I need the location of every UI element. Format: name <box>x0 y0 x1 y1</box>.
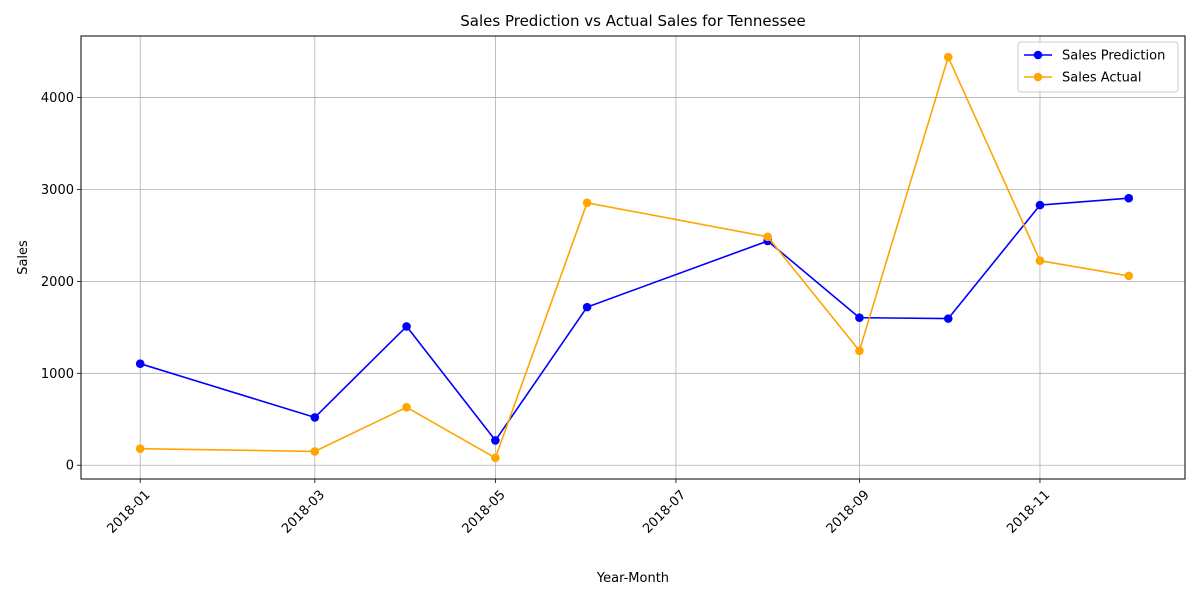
legend-box <box>1017 41 1179 93</box>
legend-label: Sales Prediction <box>1062 49 1165 64</box>
data-point <box>310 413 320 422</box>
data-point <box>855 313 864 323</box>
y-axis-label: Sales <box>16 240 31 275</box>
y-tick-label: 4000 <box>41 91 74 106</box>
legend-marker <box>1033 72 1043 82</box>
x-tick-label: 2018-01 <box>104 488 153 537</box>
series-layer <box>135 52 1134 463</box>
data-point <box>491 436 500 445</box>
x-axis-label: Year-Month <box>596 571 669 586</box>
x-tick-label: 2018-03 <box>279 488 328 537</box>
grid <box>81 36 1185 479</box>
x-axis-ticks: 2018-01 2018-03 2018-05 2018-07 2018-09 2018-… <box>104 479 1053 537</box>
y-axis-ticks: 0 1000 2000 3000 4000 <box>41 91 81 474</box>
legend-label: Sales Actual <box>1062 71 1141 86</box>
legend-item: Sales Actual <box>1024 71 1141 86</box>
data-point <box>855 346 864 356</box>
chart-title: Sales Prediction vs Actual Sales for Ten… <box>460 12 805 30</box>
data-point <box>1035 256 1045 266</box>
data-point <box>491 453 500 463</box>
data-point <box>943 314 953 323</box>
series-line <box>139 197 1129 442</box>
legend: Sales Prediction Sales Actual <box>1017 41 1179 93</box>
series-actual <box>135 52 1134 463</box>
legend-item: Sales Prediction <box>1024 49 1165 64</box>
data-point <box>582 198 592 208</box>
series-line <box>140 56 1129 459</box>
x-tick-label: 2018-05 <box>460 488 509 537</box>
data-point <box>582 302 592 312</box>
x-tick-label: 2018-07 <box>640 488 689 537</box>
y-tick-label: 1000 <box>41 367 74 382</box>
data-point <box>402 403 411 412</box>
data-point <box>1035 200 1045 210</box>
data-point <box>402 322 411 331</box>
data-point <box>135 359 145 368</box>
data-point <box>1124 193 1134 203</box>
plot-frame <box>80 35 1186 480</box>
data-point <box>310 447 320 456</box>
data-point <box>135 444 145 453</box>
y-tick-label: 3000 <box>41 183 74 198</box>
x-tick-label: 2018-11 <box>1004 488 1053 537</box>
legend-marker <box>1033 50 1043 60</box>
x-tick-label: 2018-09 <box>824 488 873 537</box>
y-tick-label: 0 <box>66 459 74 474</box>
data-point <box>763 232 772 242</box>
series-prediction <box>135 193 1134 445</box>
y-tick-label: 2000 <box>41 275 74 290</box>
data-point <box>943 52 953 62</box>
data-point <box>1124 271 1134 281</box>
